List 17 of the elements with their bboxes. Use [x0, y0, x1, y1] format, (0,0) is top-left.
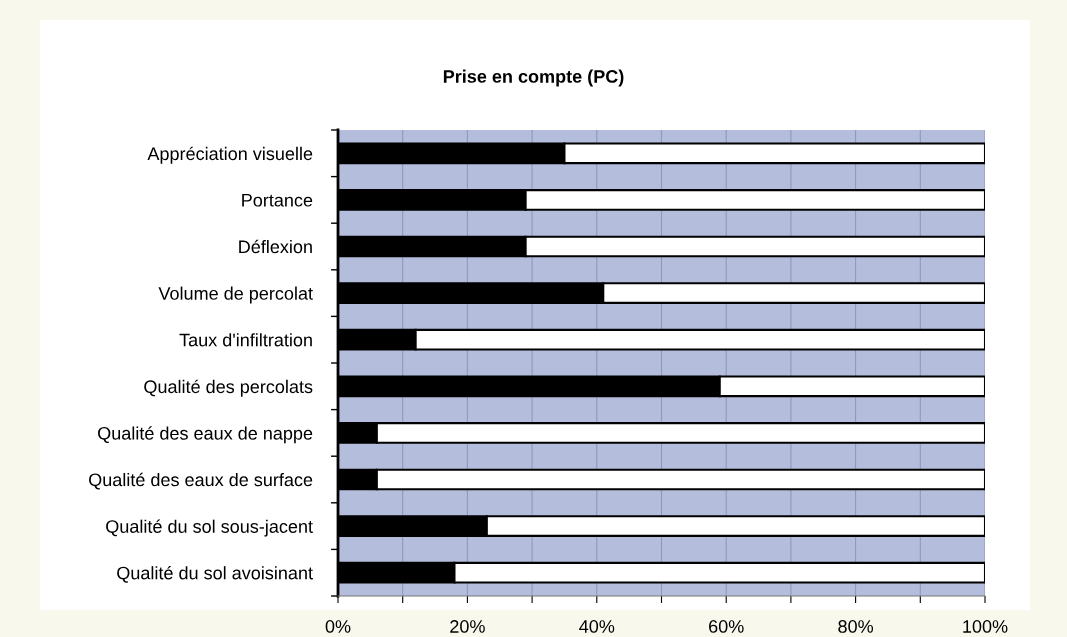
y-tick-label: Qualité des percolats: [144, 379, 313, 397]
y-tick-label: Taux d'infiltration: [179, 333, 312, 347]
x-tick-label: 80%: [838, 620, 874, 633]
y-tick-label: Appréciation visuelle: [147, 146, 313, 164]
y-tick-label: Qualité du sol sous-jacent: [106, 519, 313, 537]
y-tick-label: Volume de percolat: [158, 286, 313, 304]
x-tick-label: 0%: [325, 620, 351, 633]
x-tick-label: 40%: [579, 620, 615, 633]
y-tick-label: Qualité des eaux de nappe: [98, 426, 313, 444]
x-tick-label: 60%: [709, 620, 744, 633]
y-tick-label: Qualité du sol avoisinant: [117, 565, 313, 583]
x-tick-label: 20%: [450, 620, 485, 633]
x-tick-label: 100%: [963, 620, 1008, 633]
y-tick-label: Qualité des eaux de surface: [89, 472, 313, 490]
chart-title: Prise en compte (PC): [443, 69, 624, 87]
y-tick-label: Portance: [242, 194, 313, 207]
y-tick-label: Déflexion: [239, 239, 312, 254]
